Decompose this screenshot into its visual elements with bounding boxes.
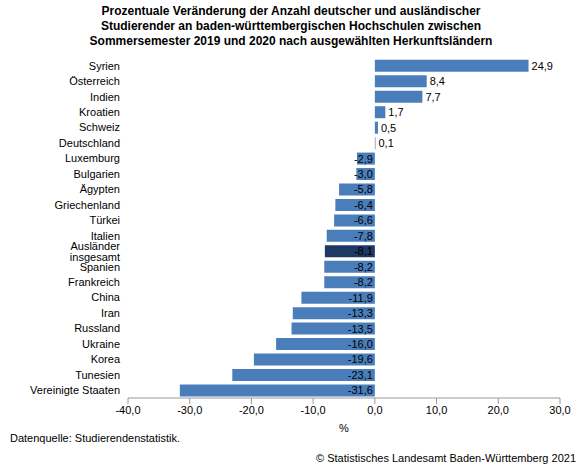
svg-text:24,9: 24,9 xyxy=(532,60,553,72)
svg-text:-30,0: -30,0 xyxy=(177,404,202,416)
svg-text:Tunesien: Tunesien xyxy=(75,369,120,381)
svg-text:China: China xyxy=(91,291,121,303)
svg-text:-5,8: -5,8 xyxy=(354,183,373,195)
svg-text:Italien: Italien xyxy=(90,229,120,242)
svg-text:-2,9: -2,9 xyxy=(354,153,373,165)
svg-text:Griechenland: Griechenland xyxy=(55,199,120,211)
svg-text:0,1: 0,1 xyxy=(378,137,393,149)
svg-text:Iran: Iran xyxy=(101,307,120,319)
svg-text:-8,1: -8,1 xyxy=(354,245,373,257)
svg-text:20,0: 20,0 xyxy=(488,404,509,416)
svg-text:-31,6: -31,6 xyxy=(348,384,373,396)
svg-text:-40,0: -40,0 xyxy=(115,404,140,416)
svg-text:-6,4: -6,4 xyxy=(354,199,373,211)
svg-text:8,4: 8,4 xyxy=(430,75,445,87)
svg-text:1,7: 1,7 xyxy=(388,106,403,118)
svg-text:-20,0: -20,0 xyxy=(239,404,264,416)
svg-text:-16,0: -16,0 xyxy=(348,338,373,350)
svg-text:Indien: Indien xyxy=(90,91,120,103)
svg-text:Kroatien: Kroatien xyxy=(79,106,120,118)
svg-text:Österreich: Österreich xyxy=(69,75,120,87)
html-text:Sommersemester 2019 und 2020 n: Sommersemester 2019 und 2020 nach ausgew… xyxy=(89,34,493,48)
svg-text:Ausländerinsgesamt: Ausländerinsgesamt xyxy=(70,240,120,263)
svg-text:30,0: 30,0 xyxy=(549,404,570,416)
svg-text:-13,3: -13,3 xyxy=(348,307,373,319)
svg-text:0,0: 0,0 xyxy=(367,404,382,416)
svg-text:-8,2: -8,2 xyxy=(354,261,373,273)
svg-text:-3,0: -3,0 xyxy=(354,168,373,180)
html-text:Datenquelle: Studierendenstati: Datenquelle: Studierendenstatistik. xyxy=(10,432,180,444)
svg-text:-10,0: -10,0 xyxy=(301,404,326,416)
svg-text:Luxemburg: Luxemburg xyxy=(65,152,120,164)
svg-text:Frankreich: Frankreich xyxy=(68,276,120,288)
svg-text:Deutschland: Deutschland xyxy=(59,137,120,149)
svg-text:-11,9: -11,9 xyxy=(349,292,373,304)
svg-text:-19,6: -19,6 xyxy=(348,353,373,365)
svg-text:Russland: Russland xyxy=(74,322,120,334)
html-text:Studierender an baden-württemb: Studierender an baden-württembergischen … xyxy=(101,19,481,33)
svg-text:Vereinigte Staaten: Vereinigte Staaten xyxy=(30,384,120,396)
svg-text:-23,1: -23,1 xyxy=(348,369,373,381)
svg-text:Korea: Korea xyxy=(91,353,121,365)
svg-text:-13,5: -13,5 xyxy=(348,323,373,335)
svg-text:10,0: 10,0 xyxy=(426,404,447,416)
svg-text:Türkei: Türkei xyxy=(89,214,120,226)
html-text:Prozentuale Veränderung der An: Prozentuale Veränderung der Anzahl deuts… xyxy=(101,4,481,18)
html-text:© Statistisches Landesamt Bade: © Statistisches Landesamt Baden-Württemb… xyxy=(316,452,576,464)
svg-text:Ägypten: Ägypten xyxy=(80,183,120,195)
svg-text:-8,2: -8,2 xyxy=(354,276,373,288)
svg-text:0,5: 0,5 xyxy=(381,122,396,134)
svg-text:Bulgarien: Bulgarien xyxy=(74,168,120,180)
svg-text:Schweiz: Schweiz xyxy=(79,121,120,133)
svg-text:-7,8: -7,8 xyxy=(354,230,373,242)
svg-text:Spanien: Spanien xyxy=(80,261,120,273)
svg-text:7,7: 7,7 xyxy=(425,91,440,103)
svg-text:-6,6: -6,6 xyxy=(354,214,373,226)
svg-text:Ukraine: Ukraine xyxy=(82,338,120,350)
svg-text:Syrien: Syrien xyxy=(89,60,120,72)
